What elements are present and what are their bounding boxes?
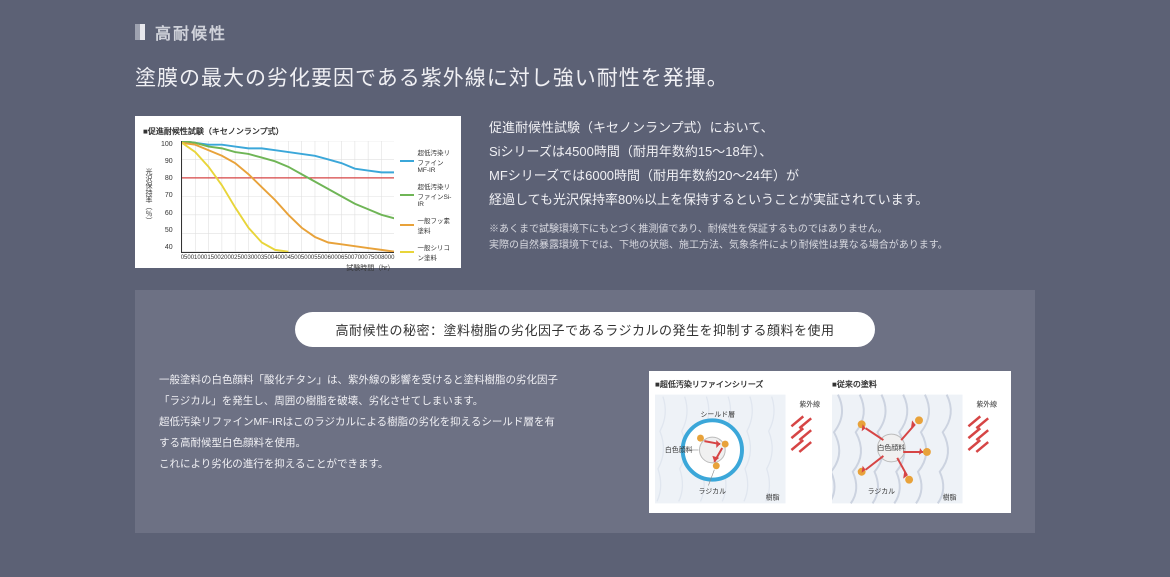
legend-item: 一般シリコン塗料 (400, 242, 453, 262)
panel-text: 一般塗料の白色顔料「酸化チタン」は、紫外線の影響を受けると塗料樹脂の劣化因子「ラ… (159, 371, 627, 475)
chart-ylabel: 光沢保持率（％） (143, 168, 153, 224)
panel-row: 一般塗料の白色顔料「酸化チタン」は、紫外線の影響を受けると塗料樹脂の劣化因子「ラ… (159, 371, 1011, 513)
svg-text:樹脂: 樹脂 (943, 492, 957, 501)
page-root: 高耐候性 塗膜の最大の劣化要因である紫外線に対し強い耐性を発揮。 ■促進耐候性試… (0, 0, 1170, 533)
description-note: ※あくまで試験環境下にもとづく推測値であり、耐候性を保証するものではありません。… (489, 222, 1035, 254)
svg-text:シールド層: シールド層 (700, 410, 735, 418)
chart-plot (181, 141, 395, 253)
diagram-right-canvas: 紫外線白色顔料ラジカル樹脂 (832, 394, 1005, 504)
section-title-row: 高耐候性 (135, 20, 1035, 44)
diagram-right: ■従来の塗料 紫外線白色顔料ラジカル樹脂 (832, 379, 1005, 507)
chart-xticks: 0500100015002000250030003500400045005000… (181, 253, 395, 261)
svg-text:樹脂: 樹脂 (766, 492, 780, 501)
section-title: 高耐候性 (155, 20, 227, 44)
description-column: 促進耐候性試験（キセノンランプ式）において、Siシリーズは4500時間（耐用年数… (489, 116, 1035, 268)
chart-ylabel-wrap: 光沢保持率（％） (143, 141, 153, 251)
chart-caption: ■促進耐候性試験（キセノンランプ式） (143, 126, 453, 137)
radical-diagram: ■超低汚染リファインシリーズ 紫外線シールド層白色顔料ラジカル樹脂 ■従来の塗料… (649, 371, 1011, 513)
panel-pill: 高耐候性の秘密：塗料樹脂の劣化因子であるラジカルの発生を抑制する顔料を使用 (295, 312, 875, 347)
diagram-right-title: ■従来の塗料 (832, 379, 1005, 390)
section-headline: 塗膜の最大の劣化要因である紫外線に対し強い耐性を発揮。 (135, 62, 1035, 92)
svg-text:紫外線: 紫外線 (799, 399, 820, 408)
diagram-right-svg: 紫外線白色顔料ラジカル樹脂 (832, 394, 1005, 504)
section-marker-icon (135, 24, 145, 40)
svg-text:紫外線: 紫外線 (976, 399, 997, 408)
diagram-left: ■超低汚染リファインシリーズ 紫外線シールド層白色顔料ラジカル樹脂 (655, 379, 828, 507)
content-row-1: ■促進耐候性試験（キセノンランプ式） 光沢保持率（％） 100908070605… (135, 116, 1035, 268)
legend-item: 超低汚染リファインSi-IR (400, 181, 453, 208)
legend-item: 一般フッ素塗料 (400, 215, 453, 235)
svg-text:白色顔料: 白色顔料 (665, 445, 693, 454)
weatherability-chart: ■促進耐候性試験（キセノンランプ式） 光沢保持率（％） 100908070605… (135, 116, 461, 268)
description-body: 促進耐候性試験（キセノンランプ式）において、Siシリーズは4500時間（耐用年数… (489, 116, 1035, 212)
diagram-left-canvas: 紫外線シールド層白色顔料ラジカル樹脂 (655, 394, 828, 504)
chart-plot-wrap: 0500100015002000250030003500400045005000… (181, 141, 395, 251)
svg-text:ラジカル: ラジカル (698, 487, 726, 495)
svg-text:ラジカル: ラジカル (868, 487, 896, 495)
chart-xlabel: 試験時間（hr） (181, 261, 395, 273)
chart-yticks: 100908070605040 (159, 141, 175, 251)
svg-text:白色顔料: 白色顔料 (877, 443, 905, 452)
chart-svg (182, 141, 395, 252)
chart-inner: 光沢保持率（％） 100908070605040 050010001500200… (143, 141, 453, 251)
secret-panel: 高耐候性の秘密：塗料樹脂の劣化因子であるラジカルの発生を抑制する顔料を使用 一般… (135, 290, 1035, 533)
diagram-left-svg: 紫外線シールド層白色顔料ラジカル樹脂 (655, 394, 828, 504)
diagram-left-title: ■超低汚染リファインシリーズ (655, 379, 828, 390)
legend-item: 超低汚染リファインMF-IR (400, 147, 453, 174)
chart-legend: 超低汚染リファインMF-IR超低汚染リファインSi-IR一般フッ素塗料一般シリコ… (400, 141, 453, 251)
